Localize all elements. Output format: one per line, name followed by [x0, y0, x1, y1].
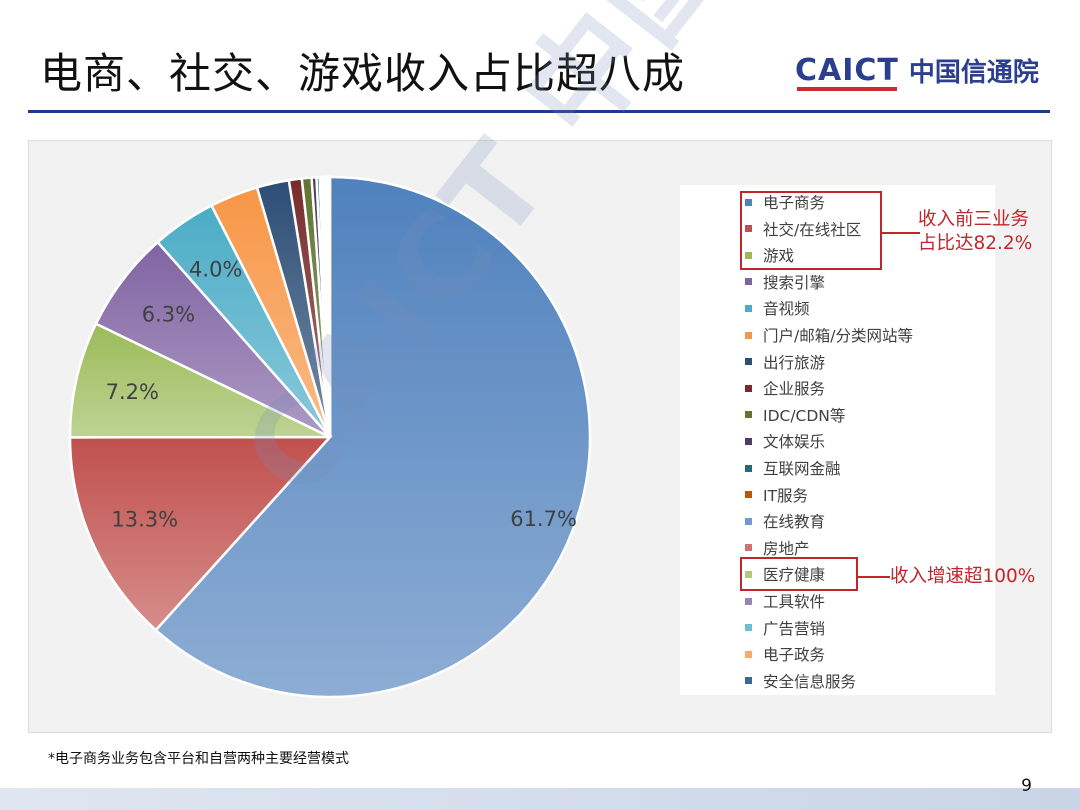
legend-item: 门户/邮箱/分类网站等	[745, 325, 913, 345]
legend-swatch	[745, 437, 752, 445]
legend-label: 搜索引擎	[763, 273, 826, 292]
logo-text: 中国信通院	[908, 57, 1039, 88]
legend-swatch	[745, 331, 752, 339]
healthcare-callout-text: 收入增速超100%	[890, 566, 1036, 587]
legend-item: 医疗健康	[745, 564, 825, 584]
legend-label: 安全信息服务	[763, 672, 857, 691]
legend-label: 门户/邮箱/分类网站等	[763, 327, 913, 345]
slice-label-1: 13.3%	[111, 508, 178, 532]
legend-swatch	[745, 464, 752, 472]
pie-slice-0	[154, 175, 592, 699]
legend-swatch	[745, 624, 752, 632]
legend-item: 广告营销	[745, 618, 825, 638]
legend-swatch	[745, 411, 752, 419]
legend-swatch	[745, 278, 752, 286]
legend-swatch	[745, 650, 752, 658]
legend-swatch	[745, 304, 752, 312]
legend-label: 游戏	[763, 247, 795, 266]
legend-item: 游戏	[745, 245, 794, 265]
legend-swatch	[745, 251, 752, 259]
legend-item: 工具软件	[745, 591, 825, 611]
legend-label: 企业服务	[763, 380, 826, 399]
legend-swatch	[745, 491, 752, 499]
legend-item: IT服务	[745, 485, 808, 505]
legend-label: 工具软件	[763, 593, 826, 611]
healthcare-callout-box	[740, 557, 858, 591]
legend-swatch	[745, 597, 752, 605]
legend-label: 在线教育	[763, 513, 826, 532]
legend-label: 广告营销	[763, 619, 826, 638]
slice-label-2: 7.2%	[106, 380, 159, 404]
legend-swatch	[745, 544, 752, 552]
legend-swatch	[745, 358, 752, 366]
footer-bar	[0, 788, 1080, 810]
legend-label: 房地产	[763, 539, 810, 558]
legend-item: 互联网金融	[745, 458, 841, 478]
top-three-callout-text: 收入前三业务 占比达82.2%	[918, 208, 1032, 256]
legend-item: IDC/CDN等	[745, 405, 845, 425]
legend-label: 医疗健康	[763, 566, 826, 585]
legend-label: 音视频	[763, 300, 810, 319]
title-divider	[28, 110, 1050, 113]
legend-item: 文体娱乐	[745, 431, 825, 451]
legend-item: 音视频	[745, 298, 810, 318]
top-three-callout-box	[740, 191, 882, 270]
legend-item: 出行旅游	[745, 352, 825, 372]
slice-label-4: 4.0%	[189, 257, 242, 281]
legend-swatch	[745, 198, 752, 206]
legend-swatch	[745, 677, 752, 685]
legend-swatch	[745, 225, 752, 233]
legend-swatch	[745, 570, 752, 578]
top-three-callout-line	[882, 232, 920, 234]
legend-label: IT服务	[763, 486, 809, 505]
legend-swatch	[745, 384, 752, 392]
healthcare-callout-line	[858, 576, 890, 578]
legend-item: 房地产	[745, 538, 810, 558]
legend-label: 电子政务	[763, 646, 826, 665]
pie-slice-2	[68, 322, 331, 439]
pie-slice-1	[68, 435, 333, 632]
legend-label: 出行旅游	[763, 353, 826, 372]
slice-label-0: 61.7%	[510, 507, 577, 531]
logo-mark: CAICT	[795, 52, 899, 91]
top-three-callout-line2: 占比达82.2%	[918, 233, 1033, 254]
legend-item: 搜索引擎	[745, 272, 825, 292]
top-three-callout-line1: 收入前三业务	[918, 209, 1030, 230]
page-number: 9	[1021, 776, 1032, 796]
legend-label: 社交/在线社区	[763, 220, 862, 239]
legend-swatch	[745, 517, 752, 525]
legend-item: 社交/在线社区	[745, 219, 861, 239]
legend-item: 电子商务	[745, 192, 825, 212]
slide-title: 电商、社交、游戏收入占比超八成	[40, 49, 686, 98]
legend-label: 电子商务	[763, 194, 826, 212]
caict-logo: CAICT 中国信通院	[795, 52, 1039, 91]
legend-label: 互联网金融	[763, 460, 841, 478]
pie-chart: 61.7% 13.3% 7.2% 6.3% 4.0%	[68, 175, 592, 699]
legend-label: 文体娱乐	[763, 433, 826, 452]
legend-panel	[680, 185, 995, 695]
footnote: *电子商务业务包含平台和自营两种主要经营模式	[48, 751, 349, 767]
legend-label: IDC/CDN等	[763, 406, 846, 425]
legend-item: 企业服务	[745, 378, 825, 398]
slice-label-3: 6.3%	[142, 302, 195, 326]
legend-item: 电子政务	[745, 644, 825, 664]
legend-item: 安全信息服务	[745, 671, 856, 691]
legend-item: 在线教育	[745, 511, 825, 531]
